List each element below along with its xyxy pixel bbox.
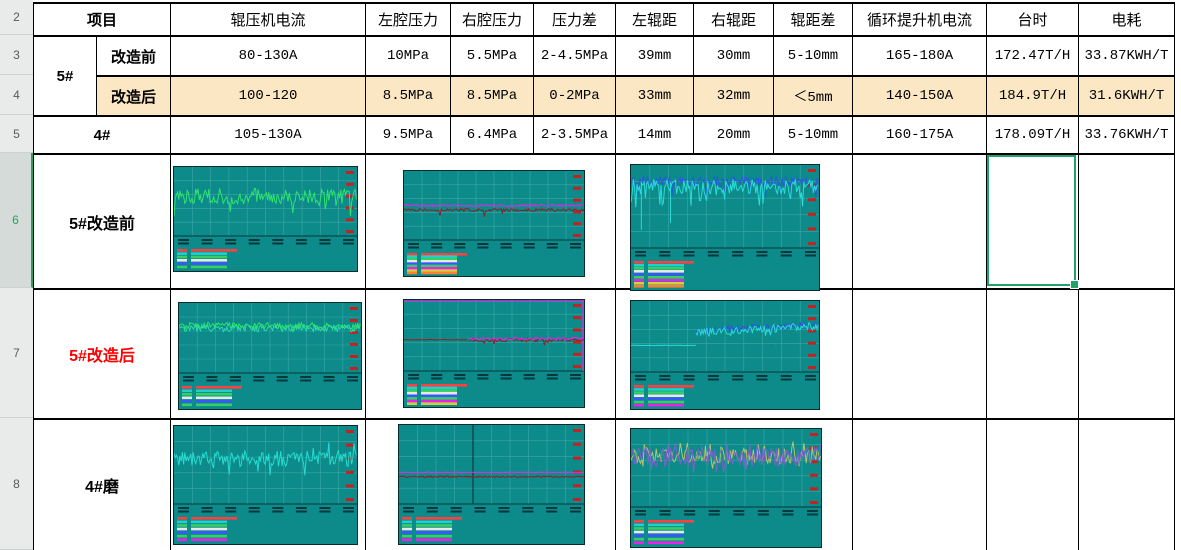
header-project[interactable]: 项目	[32, 2, 172, 37]
cell-value[interactable]: 33mm	[615, 75, 695, 117]
cell-value[interactable]: 105-130A	[170, 115, 367, 155]
cell-value[interactable]: 33.87KWH/T	[1078, 35, 1176, 77]
cell-value[interactable]: 2-4.5MPa	[533, 35, 617, 77]
cell-value[interactable]: 5-10mm	[773, 115, 854, 155]
header-row: 项目 辊压机电流 左腔压力 右腔压力 压力差 左辊距 右辊距 辊距差 循环提升机…	[32, 2, 1176, 37]
row-header-6-active[interactable]: 6	[0, 153, 33, 288]
trend-chart-current-mill4[interactable]	[173, 425, 358, 545]
cell-value[interactable]: 5-10mm	[773, 35, 854, 77]
empty-cell[interactable]	[986, 288, 1080, 420]
row-4-mill: 4# 105-130A 9.5MPa 6.4MPa 2-3.5MPa 14mm …	[32, 115, 1176, 155]
cell-value[interactable]: 31.6KWH/T	[1078, 75, 1176, 117]
empty-cell[interactable]	[852, 153, 988, 290]
header-pressure-diff[interactable]: 压力差	[533, 2, 617, 37]
empty-cell[interactable]	[1078, 153, 1176, 290]
cell-value[interactable]: 184.9T/H	[986, 75, 1080, 117]
cell-value[interactable]: 6.4MPa	[450, 115, 535, 155]
cell-value[interactable]: 30mm	[693, 35, 775, 77]
cell-label-after[interactable]: 改造后	[95, 75, 172, 117]
header-left-chamber-pressure[interactable]: 左腔压力	[365, 2, 452, 37]
cell-value[interactable]: 14mm	[615, 115, 695, 155]
row-header-3[interactable]: 3	[0, 35, 33, 75]
header-gap-diff[interactable]: 辊距差	[773, 2, 854, 37]
chart-row-label[interactable]: 5#改造前	[32, 153, 172, 290]
chart-row-label[interactable]: 5#改造后	[32, 288, 172, 420]
cell-value[interactable]: 32mm	[693, 75, 775, 117]
cell-label-before[interactable]: 改造前	[95, 35, 172, 77]
row-header-7[interactable]: 7	[0, 288, 33, 418]
empty-cell[interactable]	[1078, 418, 1176, 550]
cell-value[interactable]: 178.09T/H	[986, 115, 1080, 155]
cell-value[interactable]: 9.5MPa	[365, 115, 452, 155]
empty-cell[interactable]	[852, 288, 988, 420]
cell-value[interactable]: 39mm	[615, 35, 695, 77]
cell-value[interactable]: 8.5MPa	[450, 75, 535, 117]
cell-value[interactable]: 80-130A	[170, 35, 367, 77]
trend-chart-gap-after[interactable]	[630, 300, 820, 410]
header-output-rate[interactable]: 台时	[986, 2, 1080, 37]
cell-value[interactable]: 172.47T/H	[986, 35, 1080, 77]
header-power-consumption[interactable]: 电耗	[1078, 2, 1176, 37]
cell-value[interactable]: 20mm	[693, 115, 775, 155]
header-right-chamber-pressure[interactable]: 右腔压力	[450, 2, 535, 37]
empty-cell[interactable]	[852, 418, 988, 550]
cell-value[interactable]: 33.76KWH/T	[1078, 115, 1176, 155]
row-header-8[interactable]: 8	[0, 418, 33, 550]
cell-value[interactable]: 2-3.5MPa	[533, 115, 617, 155]
cell-group-5[interactable]: 5#	[33, 35, 97, 117]
row-number-gutter: 2 3 4 5 6 7 8	[0, 0, 33, 550]
row-5-after-highlighted: 改造后 100-120 8.5MPa 8.5MPa 0-2MPa 33mm 32…	[34, 75, 1176, 117]
cell-value[interactable]: 160-175A	[852, 115, 988, 155]
fill-handle[interactable]	[1070, 280, 1079, 289]
chart-row-label[interactable]: 4#磨	[32, 418, 172, 550]
header-roller-press-current[interactable]: 辊压机电流	[170, 2, 367, 37]
cell-value[interactable]: ＜5mm	[773, 75, 854, 117]
trend-chart-current-after[interactable]	[178, 302, 362, 410]
row-header-2[interactable]: 2	[0, 0, 33, 35]
cell-value[interactable]: 10MPa	[365, 35, 452, 77]
trend-chart-pressure-before[interactable]	[403, 170, 585, 277]
cell-value[interactable]: 0-2MPa	[533, 75, 617, 117]
cell-group-4[interactable]: 4#	[32, 115, 172, 155]
active-cell-selection	[987, 155, 1079, 289]
empty-cell[interactable]	[986, 418, 1080, 550]
trend-chart-gap-mill4[interactable]	[630, 428, 822, 548]
trend-chart-pressure-after[interactable]	[403, 299, 585, 408]
trend-chart-pressure-mill4[interactable]	[398, 424, 585, 545]
row-header-5[interactable]: 5	[0, 115, 33, 153]
cell-value[interactable]: 140-150A	[852, 75, 988, 117]
cell-value[interactable]: 5.5MPa	[450, 35, 535, 77]
header-left-roller-gap[interactable]: 左辊距	[615, 2, 695, 37]
header-elevator-current[interactable]: 循环提升机电流	[852, 2, 988, 37]
trend-chart-gap-before[interactable]	[630, 164, 820, 291]
row-5-before: 5# 改造前 80-130A 10MPa 5.5MPa 2-4.5MPa 39m…	[33, 35, 1176, 117]
cell-value[interactable]: 165-180A	[852, 35, 988, 77]
trend-chart-current-before[interactable]	[173, 166, 358, 272]
header-right-roller-gap[interactable]: 右辊距	[693, 2, 775, 37]
cell-value[interactable]: 8.5MPa	[365, 75, 452, 117]
row-header-4[interactable]: 4	[0, 75, 33, 115]
empty-cell[interactable]	[1078, 288, 1176, 420]
cell-value[interactable]: 100-120	[170, 75, 367, 117]
